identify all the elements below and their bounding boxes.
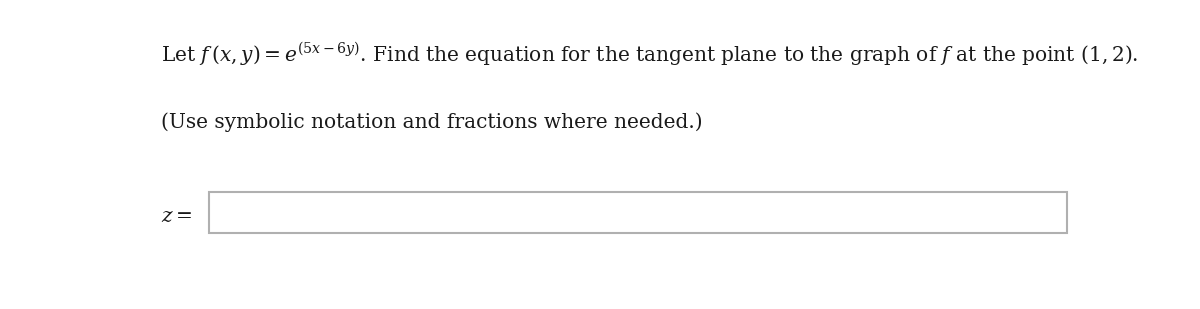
Text: $z =$: $z =$ [161,207,192,226]
FancyBboxPatch shape [209,192,1067,233]
Text: Let $f\,(x, y) = e^{(5x-6y)}$. Find the equation for the tangent plane to the gr: Let $f\,(x, y) = e^{(5x-6y)}$. Find the … [161,41,1139,68]
Text: (Use symbolic notation and fractions where needed.): (Use symbolic notation and fractions whe… [161,112,703,132]
